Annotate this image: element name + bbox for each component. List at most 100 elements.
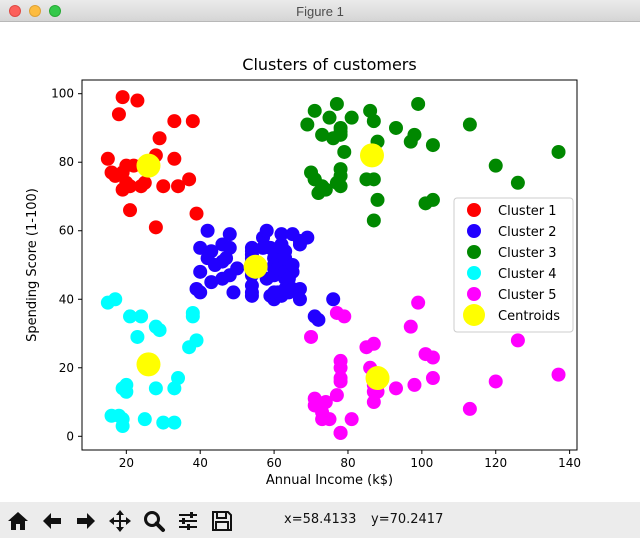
cursor-y-readout: y=70.2417: [371, 512, 444, 527]
data-point: [148, 381, 163, 396]
data-point: [370, 192, 385, 207]
data-point: [182, 172, 197, 187]
centroid-point: [365, 366, 390, 391]
pan-button[interactable]: [105, 507, 135, 535]
data-point: [388, 120, 403, 135]
data-point: [185, 305, 200, 320]
data-point: [152, 131, 167, 146]
legend-label: Cluster 2: [498, 225, 557, 240]
forward-button[interactable]: [71, 507, 101, 535]
data-point: [510, 175, 525, 190]
data-point: [337, 309, 352, 324]
data-point: [156, 179, 171, 194]
data-point: [185, 114, 200, 129]
data-point: [123, 179, 138, 194]
configure-subplots-button[interactable]: [173, 507, 203, 535]
centroid-point: [136, 153, 161, 178]
data-point: [167, 151, 182, 166]
data-point: [100, 151, 115, 166]
window-titlebar: Figure 1: [0, 0, 640, 22]
data-point: [366, 336, 381, 351]
x-axis-label: Annual Income (k$): [266, 473, 393, 488]
data-point: [344, 412, 359, 427]
close-window-button[interactable]: [9, 5, 21, 17]
x-tick-label: 20: [119, 456, 134, 470]
y-tick-label: 0: [66, 429, 74, 443]
y-tick-label: 60: [59, 224, 74, 238]
data-point: [171, 371, 186, 386]
data-point: [152, 323, 167, 338]
legend-marker: [463, 304, 485, 326]
data-point: [337, 144, 352, 159]
y-axis-label: Spending Score (1-100): [25, 188, 40, 342]
data-point: [189, 206, 204, 221]
data-point: [403, 319, 418, 334]
data-point: [318, 182, 333, 197]
data-point: [333, 360, 348, 375]
data-point: [115, 412, 130, 427]
legend-label: Centroids: [498, 309, 560, 324]
data-point: [329, 388, 344, 403]
figure-canvas[interactable]: Clusters of customers 20 40 60 80 100 120 140 0 2…: [0, 22, 640, 502]
legend-marker: [467, 224, 481, 238]
centroid-point: [359, 143, 384, 168]
centroid-point: [136, 352, 161, 377]
legend-label: Cluster 5: [498, 288, 557, 303]
data-point: [222, 227, 237, 242]
data-point: [244, 288, 259, 303]
data-point: [311, 312, 326, 327]
data-point: [488, 158, 503, 173]
back-button[interactable]: [37, 507, 67, 535]
data-point: [411, 96, 426, 111]
data-point: [111, 107, 126, 122]
data-point: [462, 117, 477, 132]
data-point: [333, 179, 348, 194]
data-point: [407, 377, 422, 392]
data-point: [137, 412, 152, 427]
home-icon: [8, 512, 28, 530]
legend-marker: [467, 245, 481, 259]
data-point: [292, 292, 307, 307]
data-point: [510, 333, 525, 348]
data-point: [300, 117, 315, 132]
zoom-button[interactable]: [139, 507, 169, 535]
data-point: [137, 175, 152, 190]
data-point: [329, 96, 344, 111]
y-tick-label: 20: [59, 361, 74, 375]
home-button[interactable]: [3, 507, 33, 535]
data-point: [551, 144, 566, 159]
window-title: Figure 1: [296, 4, 344, 19]
pan-icon: [109, 510, 131, 532]
data-point: [108, 292, 123, 307]
data-point: [119, 384, 134, 399]
data-point: [315, 127, 330, 142]
cursor-x-readout: x=58.4133: [284, 512, 357, 527]
legend-marker: [467, 203, 481, 217]
data-point: [274, 227, 289, 242]
plot-frame: [81, 79, 578, 451]
centroid-point: [243, 254, 268, 279]
data-point: [204, 244, 219, 259]
data-point: [156, 415, 171, 430]
data-point: [333, 124, 348, 139]
data-point: [488, 374, 503, 389]
data-point: [307, 103, 322, 118]
save-button[interactable]: [207, 507, 237, 535]
data-point: [411, 295, 426, 310]
data-point: [366, 172, 381, 187]
zoom-window-button[interactable]: [49, 5, 61, 17]
data-point: [193, 285, 208, 300]
data-point: [226, 285, 241, 300]
minimize-window-button[interactable]: [29, 5, 41, 17]
data-point: [115, 90, 130, 105]
data-point: [204, 275, 219, 290]
zoom-icon: [144, 511, 165, 532]
data-point: [333, 162, 348, 177]
x-tick-label: 40: [193, 456, 208, 470]
x-tick-label: 100: [410, 456, 433, 470]
data-point: [304, 329, 319, 344]
data-point: [300, 230, 315, 245]
y-tick-label: 100: [51, 87, 74, 101]
data-point: [318, 395, 333, 410]
data-point: [134, 309, 149, 324]
